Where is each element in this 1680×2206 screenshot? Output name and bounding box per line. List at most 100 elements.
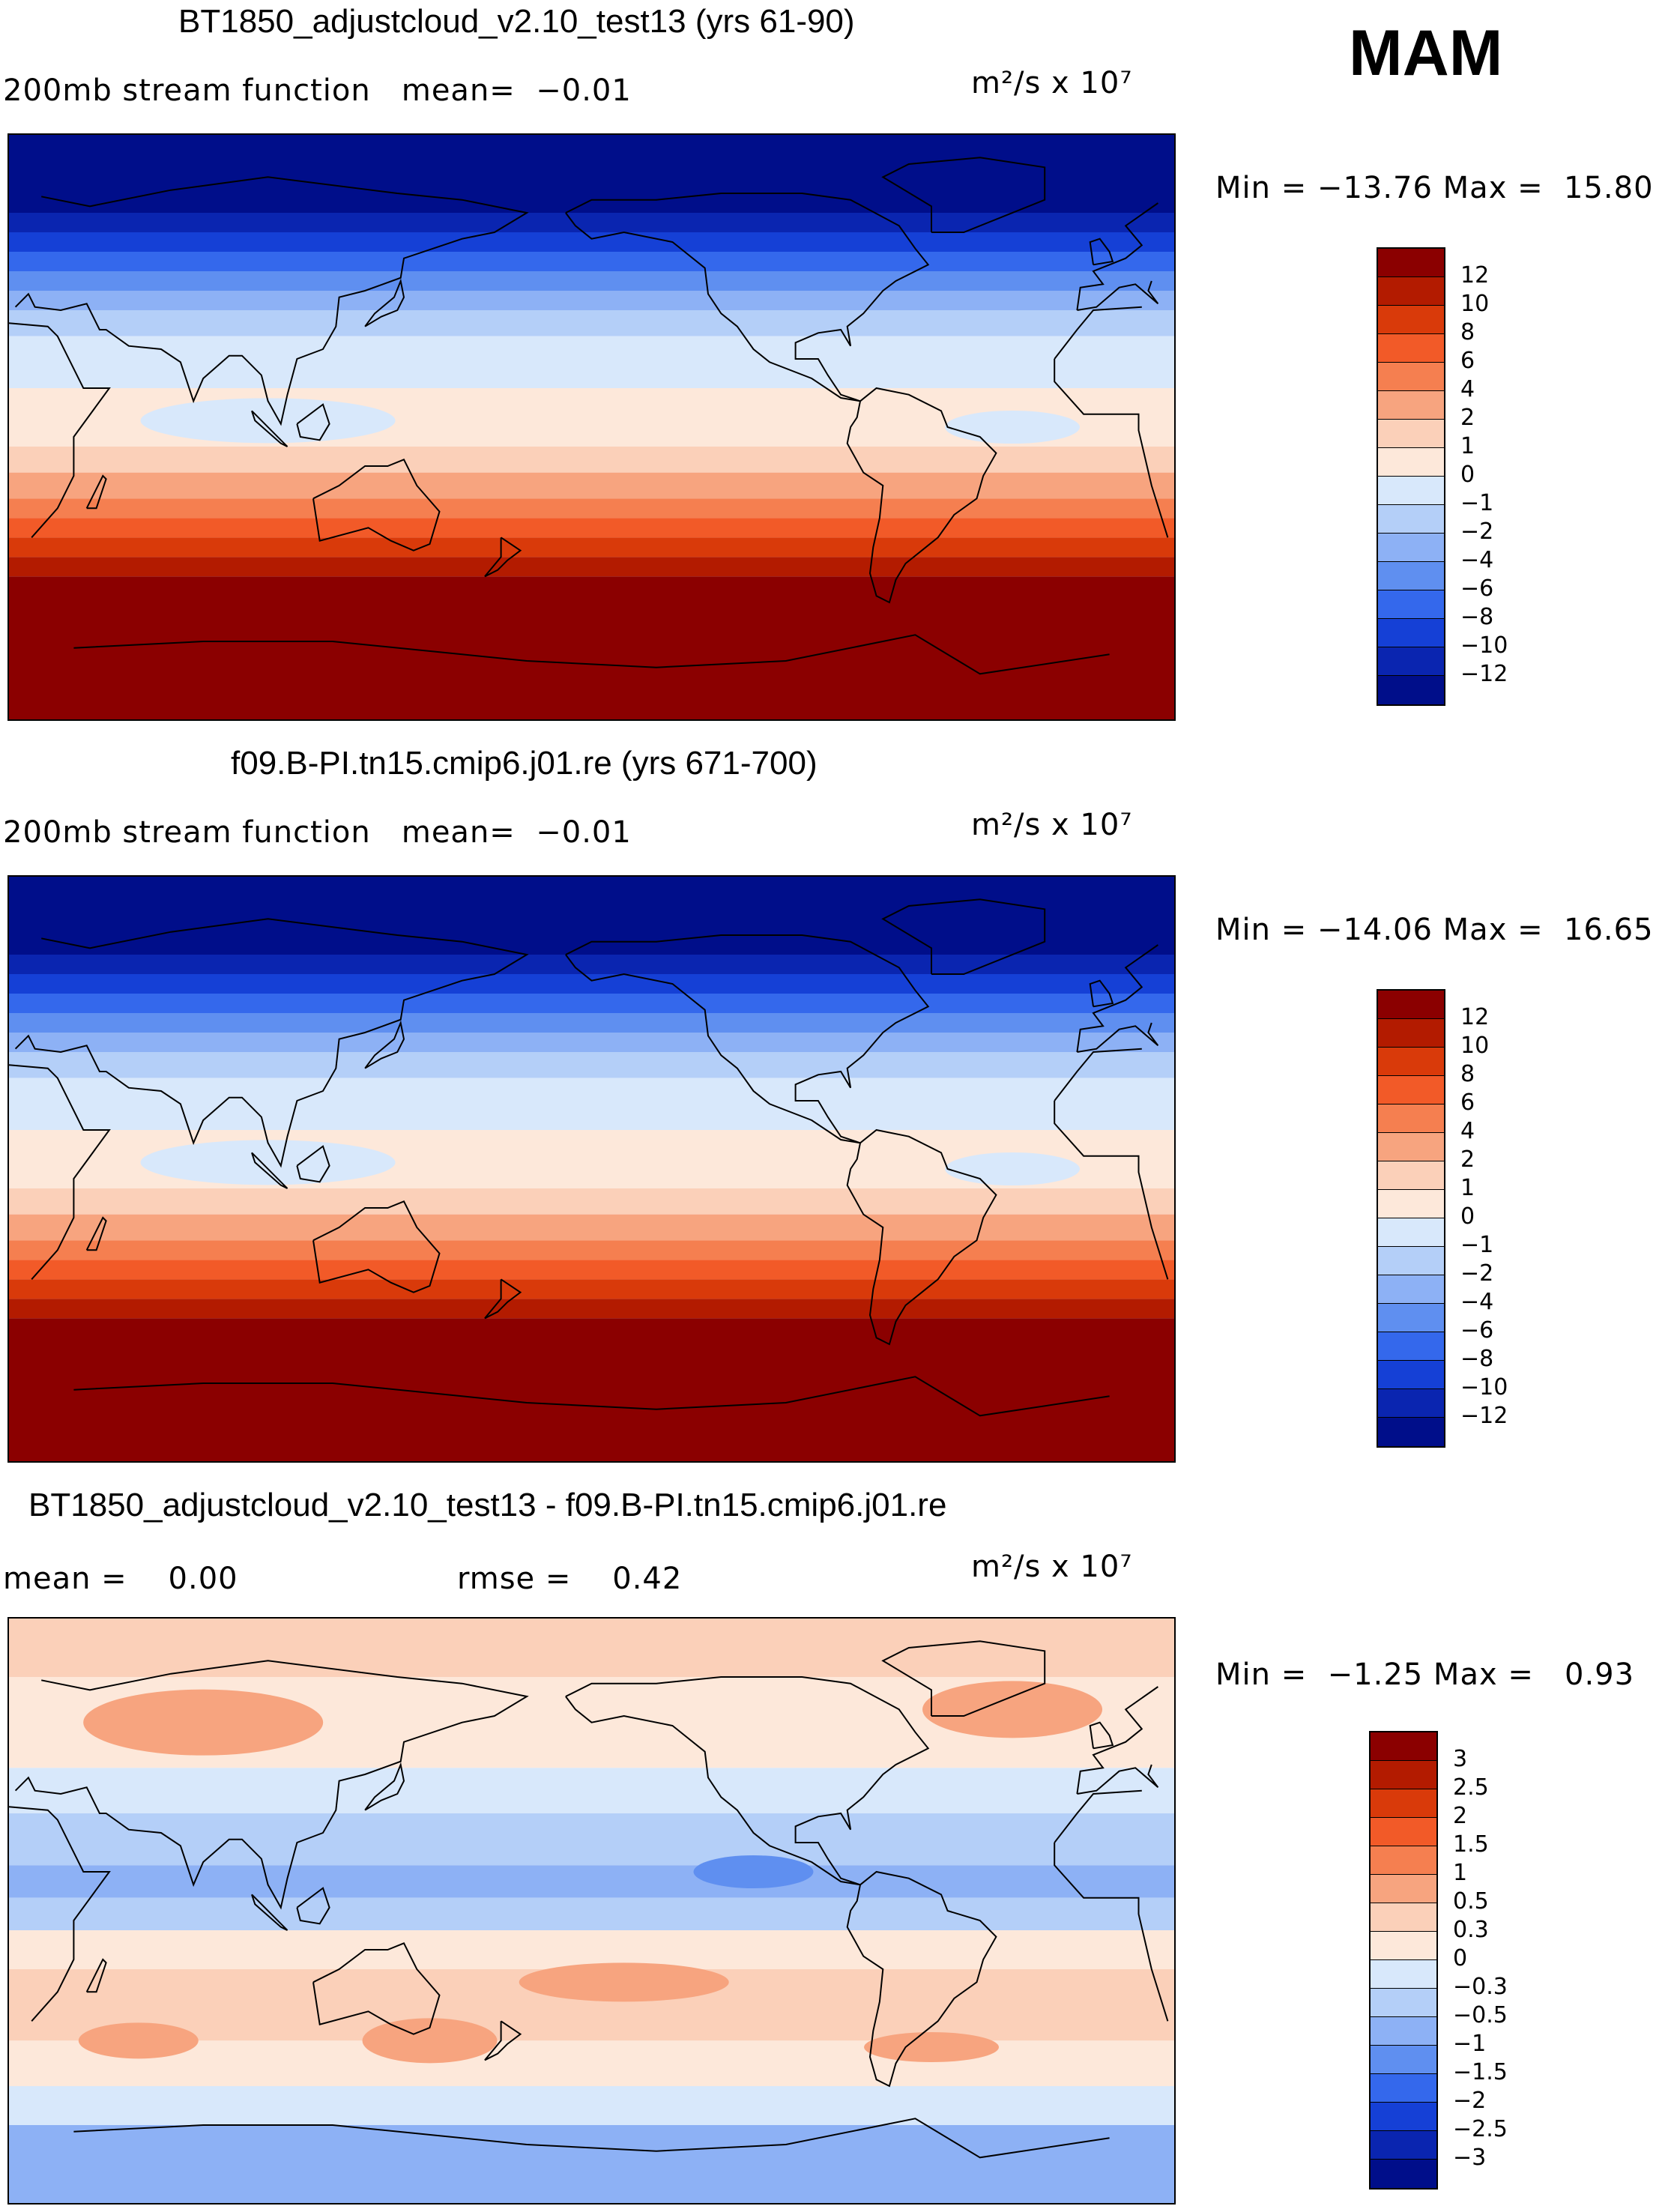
colorbar-tick-label: −4 bbox=[1460, 547, 1494, 573]
panel-1-units: m²/s x 10⁷ bbox=[971, 66, 1133, 100]
colorbar-swatch bbox=[1371, 2046, 1436, 2074]
contour-band bbox=[9, 310, 1174, 336]
contour-band bbox=[9, 974, 1174, 994]
contour-blob bbox=[362, 2018, 498, 2064]
contour-band bbox=[9, 1240, 1174, 1260]
colorbar-tick-label: 1.5 bbox=[1453, 1831, 1489, 1858]
panel-1-field-label: 200mb stream function mean= −0.01 bbox=[3, 73, 632, 108]
colorbar-tick-label: −8 bbox=[1460, 1346, 1494, 1372]
colorbar-swatch bbox=[1371, 2103, 1436, 2131]
colorbar-tick-label: 2 bbox=[1460, 1146, 1475, 1173]
colorbar-swatch bbox=[1378, 420, 1444, 448]
contour-band bbox=[9, 1619, 1174, 1677]
coastline-greenland bbox=[881, 157, 1046, 233]
colorbar-tick-label: −3 bbox=[1453, 2145, 1487, 2171]
contour-band bbox=[9, 1299, 1174, 1319]
contour-band bbox=[9, 2086, 1174, 2125]
colorbar-swatch bbox=[1378, 448, 1444, 477]
coastline-nz bbox=[484, 537, 522, 578]
colorbar-tick-label: −6 bbox=[1460, 575, 1494, 602]
colorbar-tick-label: 4 bbox=[1460, 1118, 1475, 1144]
coastline-northAmerica bbox=[565, 934, 930, 1144]
colorbar-tick-label: −0.3 bbox=[1453, 1974, 1508, 2000]
colorbar-tick-label: 10 bbox=[1460, 1033, 1490, 1059]
colorbar-tick-label: −2.5 bbox=[1453, 2116, 1508, 2142]
contour-band bbox=[9, 537, 1174, 557]
colorbar-swatch bbox=[1378, 619, 1444, 647]
colorbar-tick-label: −1 bbox=[1460, 490, 1494, 516]
colorbar-tick-label: 0.5 bbox=[1453, 1888, 1489, 1915]
colorbar-tick-label: 0 bbox=[1453, 1945, 1468, 1971]
colorbar-swatch bbox=[1378, 590, 1444, 619]
panel-3-colorbar: 3 2.5 2 1.5 1 0.5 0.3 0 −0.3 −0.5 −1 −1.5 −2 −2.5 −3 bbox=[1369, 1731, 1508, 2190]
coastline-greenland bbox=[881, 1640, 1046, 1717]
colorbar-swatch bbox=[1378, 277, 1444, 306]
season-label: MAM bbox=[1349, 17, 1503, 89]
contour-blob bbox=[78, 2022, 199, 2059]
coastline-sumatra bbox=[251, 1152, 288, 1189]
coastline-japan bbox=[364, 278, 405, 327]
coastline-japan bbox=[364, 1762, 405, 1811]
contour-band bbox=[9, 498, 1174, 519]
coastline-southAmerica bbox=[846, 1128, 997, 1346]
panel-2-units: m²/s x 10⁷ bbox=[971, 808, 1133, 842]
colorbar-tick-label: −0.5 bbox=[1453, 2002, 1508, 2028]
coastline-southAmerica bbox=[846, 387, 997, 604]
coastline-africa bbox=[9, 1789, 1169, 2022]
colorbar-tick-label: −1 bbox=[1453, 2031, 1487, 2057]
coastline-uk bbox=[1089, 979, 1114, 1008]
contour-band bbox=[9, 1078, 1174, 1130]
contour-blob bbox=[945, 1152, 1081, 1185]
panel-1-map bbox=[7, 133, 1176, 721]
colorbar-swatch bbox=[1378, 1218, 1444, 1247]
colorbar-swatch bbox=[1378, 1190, 1444, 1218]
coastline-uk bbox=[1089, 1721, 1114, 1750]
colorbar-swatch bbox=[1371, 2017, 1436, 2046]
colorbar-tick-label: 6 bbox=[1460, 1090, 1475, 1116]
contour-blob bbox=[140, 398, 396, 444]
colorbar-swatch bbox=[1378, 1161, 1444, 1190]
coastline-australia bbox=[312, 459, 441, 552]
colorbar-tick-label: 8 bbox=[1460, 319, 1475, 345]
coastline-africa bbox=[9, 1048, 1169, 1280]
panel-2-title: f09.B-PI.tn15.cmip6.j01.re (yrs 671-700) bbox=[231, 745, 818, 782]
contour-blob bbox=[693, 1855, 814, 1888]
panel-3-rmse-label: rmse = 0.42 bbox=[457, 1562, 683, 1596]
colorbar-tick-label: −2 bbox=[1460, 1260, 1494, 1287]
contour-band bbox=[9, 252, 1174, 271]
contour-band bbox=[9, 271, 1174, 291]
coastline-borneo bbox=[296, 1887, 330, 1925]
contour-band bbox=[9, 1318, 1174, 1461]
panel-3-map bbox=[7, 1617, 1176, 2205]
coastline-antarctica bbox=[73, 634, 1110, 675]
colorbar-swatch bbox=[1378, 1076, 1444, 1104]
colorbar-tick-label: 4 bbox=[1460, 376, 1475, 402]
coastline-southAmerica bbox=[846, 1870, 997, 2088]
colorbar-swatch bbox=[1371, 1960, 1436, 1989]
contour-blob bbox=[83, 1689, 324, 1756]
contour-band bbox=[9, 1188, 1174, 1215]
panel-3-min-max: Min = −1.25 Max = 0.93 bbox=[1215, 1657, 1635, 1692]
contour-band bbox=[9, 557, 1174, 577]
colorbar-swatch bbox=[1378, 1048, 1444, 1076]
coastline-uk bbox=[1089, 238, 1114, 266]
contour-band bbox=[9, 232, 1174, 252]
contour-band bbox=[9, 1214, 1174, 1241]
colorbar-swatch bbox=[1378, 1418, 1444, 1446]
colorbar-swatch bbox=[1378, 363, 1444, 391]
colorbar-tick-label: −10 bbox=[1460, 1374, 1508, 1400]
coastline-nz bbox=[484, 2020, 522, 2061]
panel-3-title: BT1850_adjustcloud_v2.10_test13 - f09.B-… bbox=[28, 1487, 947, 1523]
colorbar-swatch bbox=[1378, 534, 1444, 562]
contour-blob bbox=[864, 2032, 1000, 2062]
coastline-antarctica bbox=[73, 1376, 1110, 1417]
panel-2-min-max: Min = −14.06 Max = 16.65 bbox=[1215, 913, 1654, 947]
colorbar-tick-label: 2.5 bbox=[1453, 1774, 1489, 1801]
colorbar-swatch bbox=[1371, 1932, 1436, 1960]
coastline-europeAsia bbox=[14, 176, 1159, 426]
colorbar-tick-label: 1 bbox=[1460, 1175, 1475, 1201]
contour-band bbox=[9, 1865, 1174, 1898]
colorbar-tick-label: −2 bbox=[1460, 519, 1494, 545]
coastline-northAmerica bbox=[565, 193, 930, 402]
contour-blob bbox=[945, 411, 1081, 444]
